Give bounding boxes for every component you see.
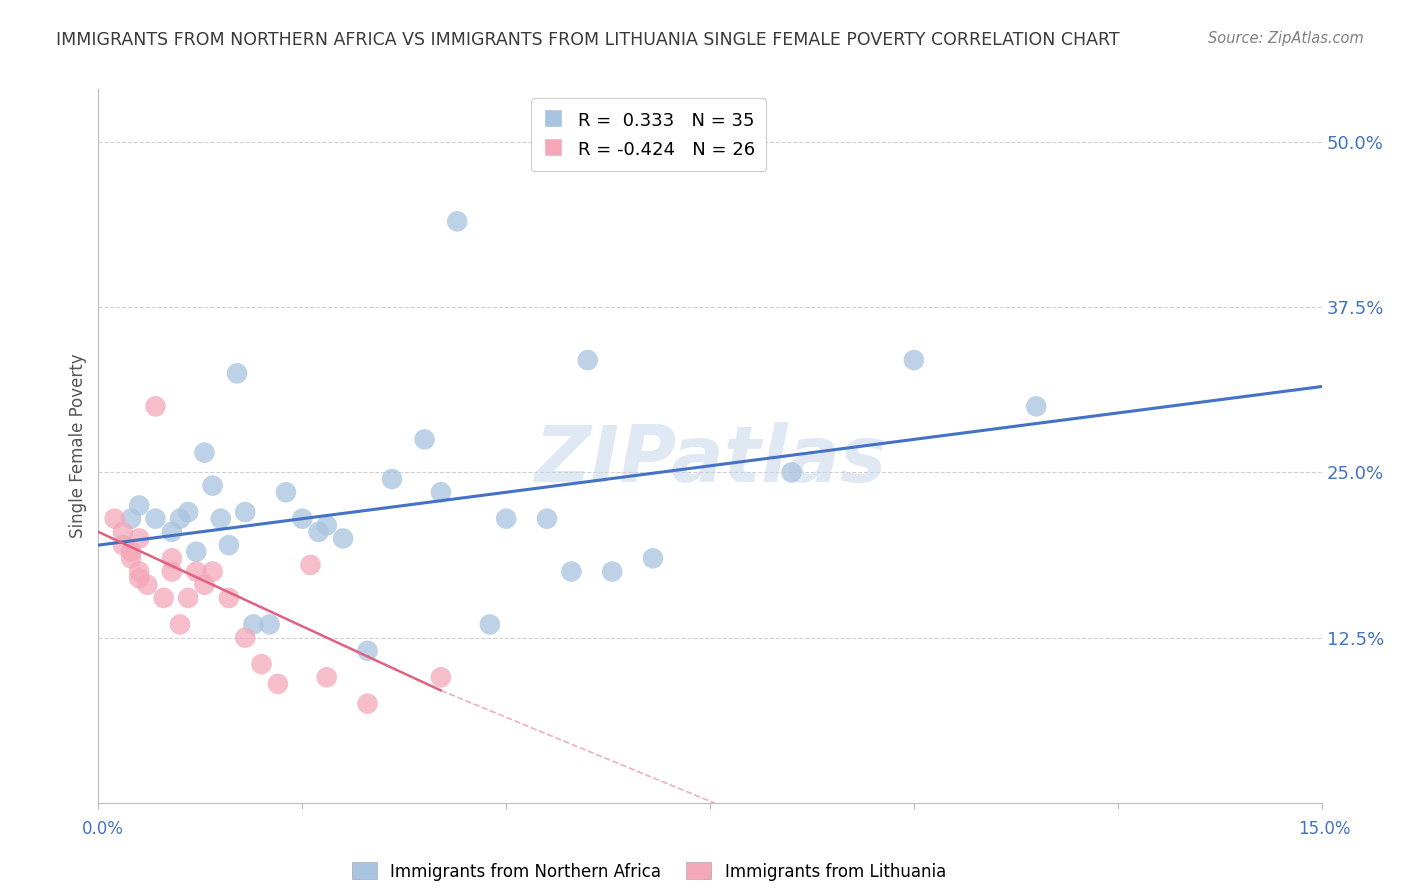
Point: [233, 505, 256, 519]
Text: 0.0%: 0.0%: [82, 820, 124, 838]
Point: [315, 670, 337, 684]
Point: [111, 524, 134, 539]
Point: [903, 353, 925, 368]
Point: [160, 551, 183, 566]
Point: [430, 670, 453, 684]
Point: [177, 591, 200, 605]
Point: [160, 524, 183, 539]
Point: [120, 551, 142, 566]
Point: [218, 538, 240, 552]
Point: [218, 591, 240, 605]
Text: IMMIGRANTS FROM NORTHERN AFRICA VS IMMIGRANTS FROM LITHUANIA SINGLE FEMALE POVER: IMMIGRANTS FROM NORTHERN AFRICA VS IMMIG…: [56, 31, 1119, 49]
Point: [169, 511, 191, 525]
Point: [356, 697, 378, 711]
Point: [120, 511, 142, 525]
Point: [193, 445, 215, 459]
Point: [111, 538, 134, 552]
Point: [128, 499, 150, 513]
Point: [1025, 400, 1047, 414]
Point: [576, 353, 599, 368]
Point: [299, 558, 322, 572]
Point: [120, 545, 142, 559]
Point: [233, 631, 256, 645]
Point: [332, 532, 354, 546]
Point: [193, 578, 215, 592]
Point: [267, 677, 290, 691]
Point: [560, 565, 582, 579]
Point: [291, 511, 314, 525]
Point: [274, 485, 297, 500]
Text: Source: ZipAtlas.com: Source: ZipAtlas.com: [1208, 31, 1364, 46]
Point: [128, 565, 150, 579]
Point: [641, 551, 664, 566]
Point: [145, 511, 167, 525]
Point: [209, 511, 232, 525]
Point: [145, 400, 167, 414]
Point: [259, 617, 281, 632]
Point: [430, 485, 453, 500]
Point: [356, 644, 378, 658]
Point: [128, 532, 150, 546]
Point: [160, 565, 183, 579]
Point: [201, 565, 224, 579]
Point: [780, 466, 803, 480]
Legend: Immigrants from Northern Africa, Immigrants from Lithuania: Immigrants from Northern Africa, Immigra…: [346, 855, 952, 888]
Point: [169, 617, 191, 632]
Point: [413, 433, 436, 447]
Point: [315, 518, 337, 533]
Text: ZIPatlas: ZIPatlas: [534, 422, 886, 499]
Point: [201, 478, 224, 492]
Point: [136, 578, 159, 592]
Point: [536, 511, 558, 525]
Point: [495, 511, 517, 525]
Point: [152, 591, 174, 605]
Y-axis label: Single Female Poverty: Single Female Poverty: [69, 354, 87, 538]
Text: 15.0%: 15.0%: [1298, 820, 1351, 838]
Point: [128, 571, 150, 585]
Point: [250, 657, 273, 671]
Point: [104, 511, 127, 525]
Point: [600, 565, 623, 579]
Point: [242, 617, 264, 632]
Point: [177, 505, 200, 519]
Point: [186, 565, 208, 579]
Point: [478, 617, 501, 632]
Point: [226, 367, 249, 381]
Point: [381, 472, 404, 486]
Point: [446, 214, 468, 228]
Point: [186, 545, 208, 559]
Point: [308, 524, 330, 539]
